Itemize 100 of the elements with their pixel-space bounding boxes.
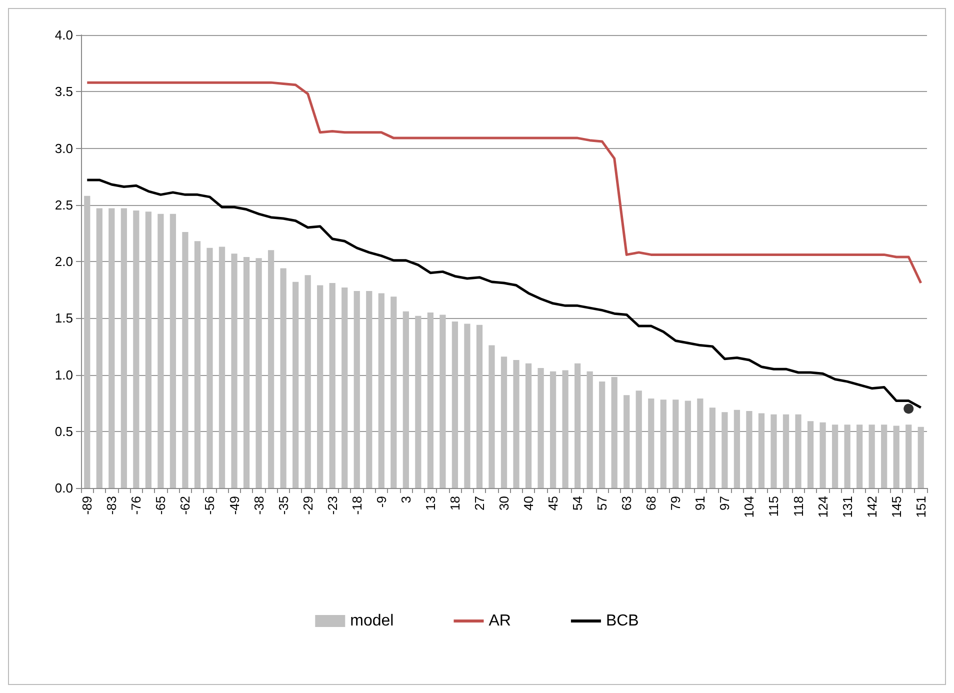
x-tick-label: -89 xyxy=(80,496,95,515)
bar xyxy=(500,356,508,488)
x-tick-label: -83 xyxy=(104,496,120,515)
bar xyxy=(881,424,888,488)
bar xyxy=(697,398,704,488)
bar xyxy=(550,371,556,488)
bar xyxy=(158,214,164,488)
bar xyxy=(96,208,102,488)
x-tick-label: -49 xyxy=(226,496,242,515)
bar xyxy=(390,296,397,488)
x-tick-label: 13 xyxy=(422,496,438,510)
bar xyxy=(684,400,691,488)
bar xyxy=(464,324,470,488)
x-tick-label: 18 xyxy=(447,496,462,510)
x-tick-label: 45 xyxy=(546,496,561,510)
y-tick-label: 0.0 xyxy=(54,480,73,496)
bar xyxy=(734,410,740,488)
y-tick-label: 1.5 xyxy=(54,310,73,326)
bar xyxy=(918,426,924,488)
x-tick-label: 40 xyxy=(521,496,536,510)
bar xyxy=(513,360,520,488)
bar xyxy=(402,311,409,488)
bar xyxy=(170,214,176,488)
bar xyxy=(366,290,372,488)
bar xyxy=(476,324,483,488)
bar xyxy=(807,421,814,488)
x-tick-label: -65 xyxy=(153,496,168,515)
bar xyxy=(108,208,115,488)
y-tick-label: 3.0 xyxy=(54,140,73,156)
x-tick-label: 91 xyxy=(692,496,708,510)
x-tick-label: 27 xyxy=(472,496,487,510)
bar xyxy=(844,424,850,488)
x-tick-label: 79 xyxy=(668,496,684,510)
bar xyxy=(868,424,875,488)
bar xyxy=(194,241,201,488)
bar xyxy=(440,314,446,488)
bar xyxy=(770,414,777,488)
bar xyxy=(256,258,262,488)
x-tick-label: 104 xyxy=(742,496,757,518)
bar xyxy=(624,395,630,488)
bar xyxy=(342,288,348,488)
line-series xyxy=(86,81,922,284)
bar xyxy=(133,210,140,488)
y-tick-label: 4.0 xyxy=(54,28,73,42)
bar xyxy=(722,412,728,488)
x-tick-label: 115 xyxy=(766,496,782,517)
bar xyxy=(782,414,790,488)
legend-label: BCB xyxy=(606,612,639,630)
bar xyxy=(354,290,360,488)
x-tick-label: 3 xyxy=(398,496,414,504)
y-tick-label: 2.5 xyxy=(54,197,73,212)
x-tick-label: -62 xyxy=(178,496,193,515)
x-tick-label: 118 xyxy=(790,496,806,517)
x-tick-label: 124 xyxy=(815,496,830,518)
y-tick-label: 0.5 xyxy=(54,424,73,439)
bar xyxy=(660,400,666,488)
x-tick-label: -76 xyxy=(128,496,144,515)
legend-label: AR xyxy=(488,612,511,630)
bar xyxy=(856,424,863,488)
x-tick-label: -29 xyxy=(300,496,316,515)
bar xyxy=(562,370,568,488)
x-tick-label: 68 xyxy=(644,496,659,510)
x-tick-label: -38 xyxy=(251,496,266,515)
x-tick-label: 57 xyxy=(594,496,610,510)
bar xyxy=(182,232,188,488)
bar xyxy=(758,413,765,488)
x-tick-label: 54 xyxy=(570,496,586,510)
x-tick-label: 131 xyxy=(840,496,855,518)
bar xyxy=(906,424,912,488)
x-tick-label: -9 xyxy=(374,496,389,508)
bar xyxy=(538,368,544,488)
bar xyxy=(280,268,286,488)
x-tick-label: 63 xyxy=(619,496,634,510)
bar xyxy=(488,345,495,488)
x-tick-label: 30 xyxy=(496,496,512,510)
y-tick-label: 3.5 xyxy=(54,84,73,100)
bar xyxy=(268,250,274,488)
bar xyxy=(304,275,311,488)
bar xyxy=(709,408,716,488)
x-tick-label: 97 xyxy=(717,496,732,510)
bar xyxy=(795,414,802,488)
bar xyxy=(243,256,250,488)
bar xyxy=(672,400,679,488)
bar xyxy=(832,424,838,488)
x-tick-label: 142 xyxy=(864,496,880,518)
bar xyxy=(145,212,152,488)
bar xyxy=(599,382,606,488)
bar xyxy=(84,196,90,488)
bar xyxy=(648,398,654,488)
bar xyxy=(415,316,422,488)
bar xyxy=(893,426,900,488)
x-tick-label: -18 xyxy=(349,496,364,515)
bar xyxy=(218,246,226,488)
y-tick-label: 1.0 xyxy=(54,367,73,382)
bar xyxy=(574,363,581,488)
bar xyxy=(206,248,213,488)
x-tick-label: -23 xyxy=(324,496,340,515)
x-tick-label: -35 xyxy=(276,496,291,515)
legend-label: model xyxy=(350,612,394,630)
bar xyxy=(611,377,618,488)
